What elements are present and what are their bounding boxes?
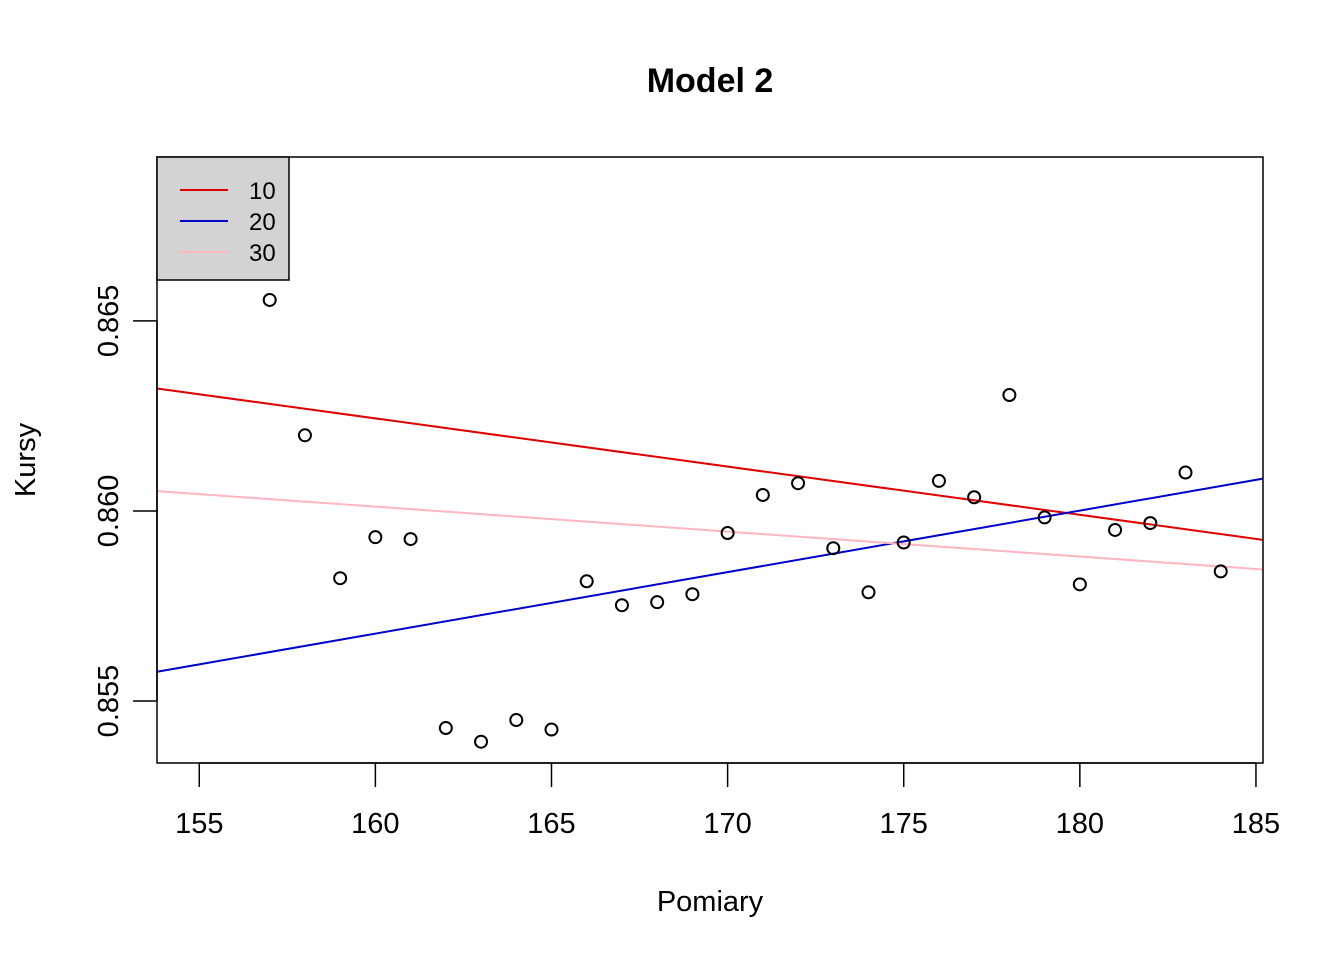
legend-label-20: 20: [249, 209, 276, 236]
data-point-2: [297, 428, 312, 443]
y-axis: 0.855 0.860 0.865: [93, 285, 158, 738]
data-point-20: [931, 473, 946, 488]
data-point-26: [1143, 516, 1158, 531]
data-point-15: [755, 487, 770, 502]
series-line-10: [156, 387, 1264, 541]
data-point-13: [685, 587, 700, 602]
data-point-16: [791, 476, 806, 491]
data-point-23: [1037, 510, 1052, 525]
data-point-18: [861, 585, 876, 600]
chart-title: Model 2: [647, 62, 774, 100]
data-point-22: [1002, 387, 1017, 402]
legend-label-30: 30: [249, 240, 276, 267]
data-point-5: [403, 532, 418, 547]
series-line-20: [156, 477, 1264, 673]
legend-box: [156, 156, 290, 281]
y-tick-label: 0.865: [93, 285, 125, 358]
x-axis-label: Pomiary: [657, 886, 764, 918]
data-point-1: [262, 292, 277, 307]
x-axis: 155 160 165 170 175 180 185: [175, 762, 1280, 840]
data-point-24: [1072, 577, 1087, 592]
x-tick-label: 180: [1056, 808, 1104, 840]
data-point-14: [720, 525, 735, 540]
y-tick-label: 0.855: [93, 665, 125, 738]
data-point-21: [967, 490, 982, 505]
x-tick-label: 165: [527, 808, 575, 840]
series-line-30: [156, 490, 1264, 571]
x-tick-label: 170: [703, 808, 751, 840]
data-point-27: [1178, 465, 1193, 480]
data-point-4: [368, 530, 383, 545]
regression-lines: [156, 387, 1264, 673]
data-point-25: [1108, 522, 1123, 537]
y-tick-label: 0.860: [93, 475, 125, 548]
data-points: [262, 292, 1228, 749]
x-tick-label: 160: [351, 808, 399, 840]
data-point-7: [474, 734, 489, 749]
x-tick-label: 175: [880, 808, 928, 840]
data-point-9: [544, 722, 559, 737]
x-tick-label: 185: [1232, 808, 1280, 840]
legend: 10 20 30: [156, 156, 290, 281]
data-point-10: [579, 574, 594, 589]
data-point-11: [614, 598, 629, 613]
data-point-19: [896, 535, 911, 550]
data-point-28: [1213, 564, 1228, 579]
data-point-8: [509, 713, 524, 728]
y-axis-label: Kursy: [10, 422, 42, 497]
data-point-3: [333, 571, 348, 586]
data-point-12: [650, 595, 665, 610]
data-point-6: [438, 721, 453, 736]
legend-label-10: 10: [249, 178, 276, 205]
x-tick-label: 155: [175, 808, 223, 840]
data-point-17: [826, 541, 841, 556]
